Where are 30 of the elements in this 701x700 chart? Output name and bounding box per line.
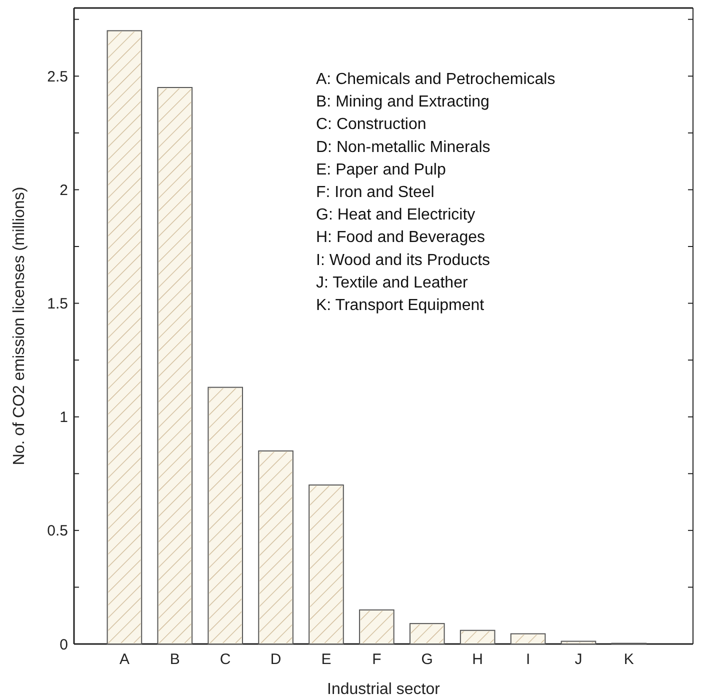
annotation: J: Textile and Leather <box>316 274 468 292</box>
x-axis-title: Industrial sector <box>327 681 441 698</box>
annotation: G: Heat and Electricity <box>316 206 476 224</box>
x-tick-label: B <box>170 651 180 668</box>
x-tick-label: I <box>526 651 530 668</box>
y-tick-label: 2 <box>60 182 68 199</box>
y-axis-title: No. of CO2 emission licenses (millions) <box>11 186 28 466</box>
annotation: D: Non-metallic Minerals <box>316 138 490 156</box>
x-tick-label: C <box>220 651 231 668</box>
annotation: C: Construction <box>316 116 426 134</box>
x-tick-label: E <box>321 651 332 668</box>
x-tick-label: K <box>624 651 634 668</box>
annotation: A: Chemicals and Petrochemicals <box>316 71 556 88</box>
annotation: F: Iron and Steel <box>316 184 434 201</box>
y-tick-label: 2.5 <box>47 68 68 86</box>
x-tick-label: D <box>270 651 282 668</box>
annotation: H: Food and Beverages <box>316 229 485 246</box>
y-tick-label: 0 <box>60 636 68 654</box>
y-tick-label: 0.5 <box>47 522 68 540</box>
x-tick-label: H <box>472 651 484 668</box>
annotation: E: Paper and Pulp <box>316 161 446 178</box>
annotation: I: Wood and its Products <box>316 252 490 269</box>
x-tick-label: F <box>372 651 382 668</box>
annotation: K: Transport Equipment <box>316 297 485 314</box>
x-tick-label: A <box>119 651 130 668</box>
y-tick-label: 1.5 <box>47 296 68 313</box>
x-tick-label: G <box>421 651 433 668</box>
annotation: B: Mining and Extracting <box>316 94 490 111</box>
x-tick-label: J <box>574 651 582 668</box>
y-tick-label: 1 <box>60 409 68 426</box>
